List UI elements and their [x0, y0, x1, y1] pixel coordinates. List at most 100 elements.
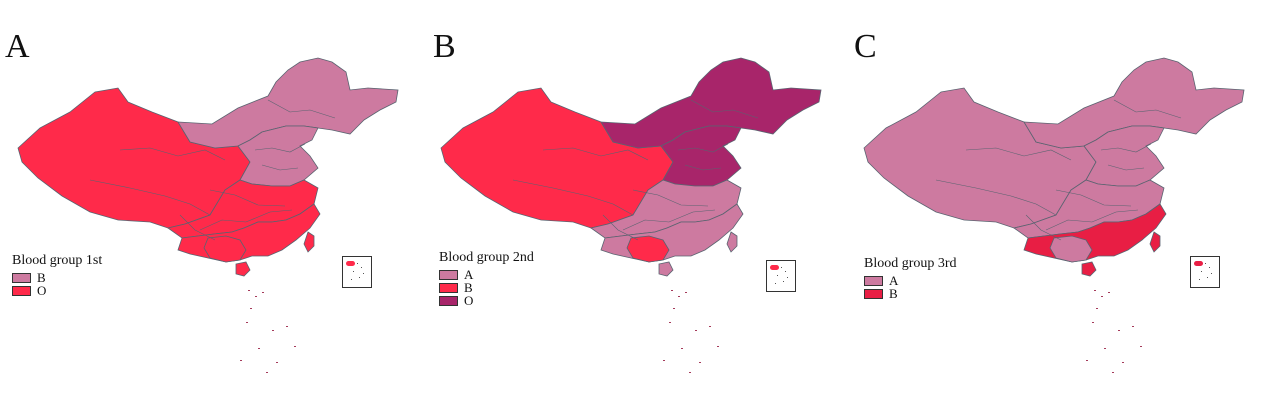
legend: Blood group 1st B O — [12, 253, 102, 297]
legend-label: B — [889, 286, 898, 301]
inset-island-dot — [1201, 271, 1202, 272]
island-mark — [678, 296, 680, 297]
legend-item: O — [439, 294, 534, 307]
legend-item: B — [12, 271, 102, 284]
inset-island-dot — [357, 263, 358, 264]
province-boundary — [1055, 189, 1132, 207]
island-mark — [1132, 326, 1134, 327]
island-mark — [276, 362, 278, 363]
legend: Blood group 3rd A B — [864, 256, 957, 300]
island-mark — [1118, 330, 1120, 331]
island-mark — [1112, 372, 1114, 373]
legend-item: O — [12, 284, 102, 297]
province-region-hainan — [658, 261, 674, 277]
legend-title: Blood group 3rd — [864, 256, 957, 271]
legend-item: B — [864, 287, 957, 300]
legend-swatch — [12, 272, 31, 283]
legend-swatch — [439, 295, 458, 306]
map-panel-b: B Blood group 2nd A B O — [423, 0, 846, 411]
inset-island-dot — [785, 271, 786, 272]
province-region-guangxi — [203, 235, 247, 263]
island-mark — [250, 308, 252, 309]
island-mark — [1122, 362, 1124, 363]
panel-letter: C — [854, 28, 877, 65]
island-mark — [1094, 290, 1096, 291]
china-map — [863, 57, 1245, 373]
south-china-sea-inset — [766, 260, 796, 292]
island-mark — [663, 360, 665, 361]
island-mark — [255, 296, 257, 297]
island-mark — [262, 292, 264, 293]
province-boundary — [1025, 214, 1062, 241]
inset-island-dot — [351, 279, 352, 280]
province-boundary — [119, 147, 226, 161]
province-boundary — [622, 209, 716, 231]
legend-label: O — [464, 293, 474, 308]
legend-item: B — [439, 281, 534, 294]
legend-label: B — [37, 270, 46, 285]
island-mark — [1096, 308, 1098, 309]
inset-island-dot — [775, 283, 776, 284]
province-boundary — [89, 179, 211, 216]
province-boundary — [254, 143, 306, 153]
island-mark — [673, 308, 675, 309]
legend-swatch — [864, 288, 883, 299]
inset-region-mark — [346, 261, 355, 266]
province-boundary — [684, 164, 722, 171]
island-mark — [1092, 322, 1094, 323]
province-boundary — [209, 189, 286, 207]
legend-label: O — [37, 283, 47, 298]
map-panel-a: A Blood group 1st B O — [0, 0, 423, 411]
province-region-taiwan — [303, 231, 315, 253]
inset-island-dot — [361, 267, 362, 268]
island-mark — [699, 362, 701, 363]
province-boundary — [179, 214, 216, 241]
inset-island-dot — [777, 275, 778, 276]
legend-label: A — [889, 273, 899, 288]
province-boundary — [261, 164, 299, 171]
legend-title: Blood group 2nd — [439, 250, 534, 265]
legend-swatch — [864, 275, 883, 286]
inset-island-dot — [1209, 267, 1210, 268]
legend-swatch — [439, 269, 458, 280]
inset-island-dot — [363, 273, 364, 274]
province-boundary — [512, 179, 634, 216]
province-boundary — [542, 147, 649, 161]
island-mark — [272, 330, 274, 331]
island-mark — [294, 346, 296, 347]
province-boundary — [1045, 209, 1139, 231]
panel-letter: B — [433, 28, 456, 65]
legend-swatch — [12, 285, 31, 296]
island-mark — [671, 290, 673, 291]
province-boundary — [1100, 143, 1152, 153]
island-mark — [669, 322, 671, 323]
island-mark — [258, 348, 260, 349]
island-mark — [1140, 346, 1142, 347]
island-mark — [717, 346, 719, 347]
province-region-taiwan — [726, 231, 738, 253]
panel-letter: A — [5, 28, 30, 65]
province-boundary — [199, 209, 293, 231]
island-mark — [246, 322, 248, 323]
province-region-guangxi — [626, 235, 670, 263]
inset-region-mark — [1194, 261, 1203, 266]
island-mark — [709, 326, 711, 327]
legend-item: A — [864, 274, 957, 287]
province-region-hainan — [1081, 261, 1097, 277]
inset-island-dot — [1199, 279, 1200, 280]
island-mark — [1101, 296, 1103, 297]
province-boundary — [1107, 164, 1145, 171]
legend-label: A — [464, 267, 474, 282]
island-mark — [695, 330, 697, 331]
province-region-taiwan — [1149, 231, 1161, 253]
legend-swatch — [439, 282, 458, 293]
island-mark — [266, 372, 268, 373]
inset-island-dot — [1207, 277, 1208, 278]
inset-island-dot — [1205, 263, 1206, 264]
china-map — [440, 57, 822, 373]
inset-island-dot — [783, 281, 784, 282]
province-boundary — [267, 99, 336, 119]
inset-island-dot — [353, 271, 354, 272]
province-boundary — [690, 99, 759, 119]
island-mark — [1104, 348, 1106, 349]
